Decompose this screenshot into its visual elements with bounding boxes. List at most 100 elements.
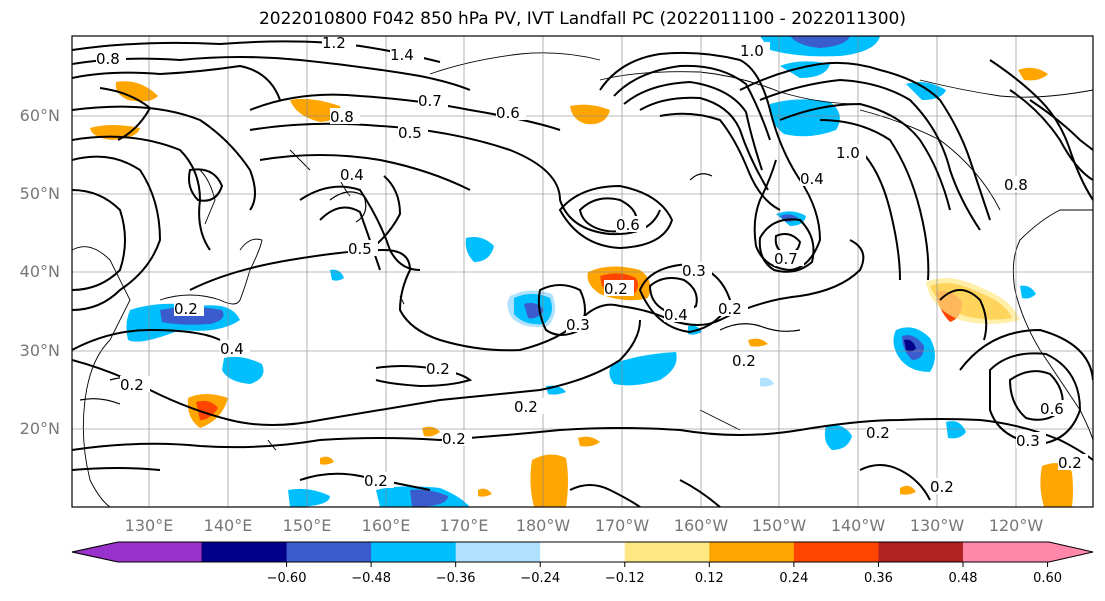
longitude-labels: 130°E 140°E 150°E 160°E 170°E 180°W 170°… (125, 516, 1044, 535)
shade-cyan (1020, 285, 1036, 299)
contour-label: 0.2 (426, 360, 450, 378)
lon-label: 160°W (674, 516, 729, 535)
lat-label-40: 40°N (20, 262, 60, 281)
shade-orange (748, 338, 768, 347)
contour-label: 0.2 (1058, 454, 1082, 472)
colorbar-segment (202, 542, 288, 562)
lat-label-50: 50°N (20, 184, 60, 203)
lon-label: 170°E (440, 516, 489, 535)
shade-navy (904, 339, 916, 352)
lat-label-60: 60°N (20, 106, 60, 125)
shade-cyan (609, 352, 677, 386)
contour-label: 0.2 (442, 430, 466, 448)
colorbar-tick-label: −0.36 (436, 571, 476, 586)
shade-orange (900, 485, 916, 495)
shade-yellow (926, 278, 1020, 324)
colorbar-tick-label: −0.48 (351, 571, 391, 586)
contour-label: 1.4 (390, 46, 414, 64)
lon-label: 120°W (989, 516, 1044, 535)
shade-cyan (465, 237, 494, 262)
colorbar-segment (371, 542, 457, 562)
lon-label: 170°W (595, 516, 650, 535)
contour-label: 0.8 (1004, 176, 1028, 194)
shade-blue (410, 489, 448, 507)
shade-cyan (946, 421, 966, 439)
colorbar-segment (540, 542, 626, 562)
contour-label: 0.2 (120, 376, 144, 394)
colorbar-segment (455, 542, 541, 562)
contour-label: 0.2 (866, 424, 890, 442)
lon-label: 130°W (910, 516, 965, 535)
shading-layer (90, 36, 1073, 507)
map-frame (71, 35, 1094, 508)
contour-label: 1.2 (322, 34, 346, 52)
contour-label: 0.2 (718, 300, 742, 318)
shade-orange (478, 488, 492, 497)
colorbar-tick-label: 0.60 (1033, 571, 1062, 586)
contour-label: 0.2 (174, 300, 198, 318)
shade-orange (570, 104, 610, 125)
colorbar-tick-label: −0.24 (520, 571, 560, 586)
contour-label: 0.4 (800, 170, 824, 188)
map-area (72, 36, 1093, 507)
colorbar-segment (793, 542, 879, 562)
shade-red (196, 400, 218, 420)
lon-label: 140°W (831, 516, 886, 535)
lon-label: 160°E (362, 516, 411, 535)
colorbar-segment (709, 542, 795, 562)
contour-label: 0.3 (566, 316, 590, 334)
contour-label: 0.3 (682, 262, 706, 280)
contour-label: 0.4 (664, 306, 688, 324)
contour-label: 0.2 (930, 478, 954, 496)
contour-label: 0.8 (96, 50, 120, 68)
shade-orange (530, 454, 568, 507)
map-title: 2022010800 F042 850 hPa PV, IVT Landfall… (258, 9, 906, 29)
contour-label: 0.4 (220, 340, 244, 358)
shade-orange (115, 81, 158, 102)
lon-label: 140°E (204, 516, 253, 535)
lat-label-20: 20°N (20, 419, 60, 438)
lon-label: 150°E (283, 516, 332, 535)
shade-cyan (222, 356, 264, 384)
colorbar-tick-label: 0.48 (949, 571, 978, 586)
shade-cyan (780, 61, 830, 78)
colorbar-segment (71, 541, 203, 563)
colorbar-segment (878, 542, 964, 562)
contour-label: 0.4 (340, 166, 364, 184)
pv-contours (72, 40, 1093, 507)
shade-cyan (330, 269, 344, 281)
shade-cyan (769, 99, 840, 137)
lon-label: 150°W (752, 516, 807, 535)
colorbar-segment (286, 542, 372, 562)
shade-cyan (760, 377, 774, 387)
contour-labels: 1.2 1.4 0.7 0.8 0.5 0.6 1.0 1.0 0.4 0.5 … (96, 34, 1088, 496)
contour-label: 0.7 (418, 92, 442, 110)
latitude-labels: 60°N 50°N 40°N 30°N 20°N (20, 106, 60, 438)
contour-label: 0.3 (1016, 432, 1040, 450)
colorbar-tick-label: 0.24 (779, 571, 808, 586)
colorbar-outline (71, 541, 1094, 563)
shade-orange (320, 456, 334, 465)
contour-label: 0.6 (1040, 400, 1064, 418)
contour-label: 0.6 (496, 104, 520, 122)
colorbar: −0.60 −0.48 −0.36 −0.24 −0.12 0.12 0.24 0.36 0.4… (71, 541, 1094, 586)
colorbar-segment (963, 542, 1093, 562)
colorbar-segment (624, 542, 710, 562)
lon-label: 180°W (516, 516, 571, 535)
lat-label-30: 30°N (20, 341, 60, 360)
colorbar-tick-label: −0.12 (605, 571, 645, 586)
contour-label: 1.0 (740, 42, 764, 60)
contour-label: 0.2 (732, 352, 756, 370)
shade-orange (578, 436, 600, 447)
contour-label: 0.6 (616, 216, 640, 234)
contour-label: 0.2 (514, 398, 538, 416)
shade-orange (1018, 67, 1048, 81)
contour-label: 0.5 (348, 240, 372, 258)
contour-label: 0.8 (330, 108, 354, 126)
contour-label: 0.2 (364, 472, 388, 490)
shade-blue (790, 36, 850, 48)
contour-label: 1.0 (836, 144, 860, 162)
shade-orange (1040, 463, 1073, 507)
shade-orange (422, 426, 440, 437)
